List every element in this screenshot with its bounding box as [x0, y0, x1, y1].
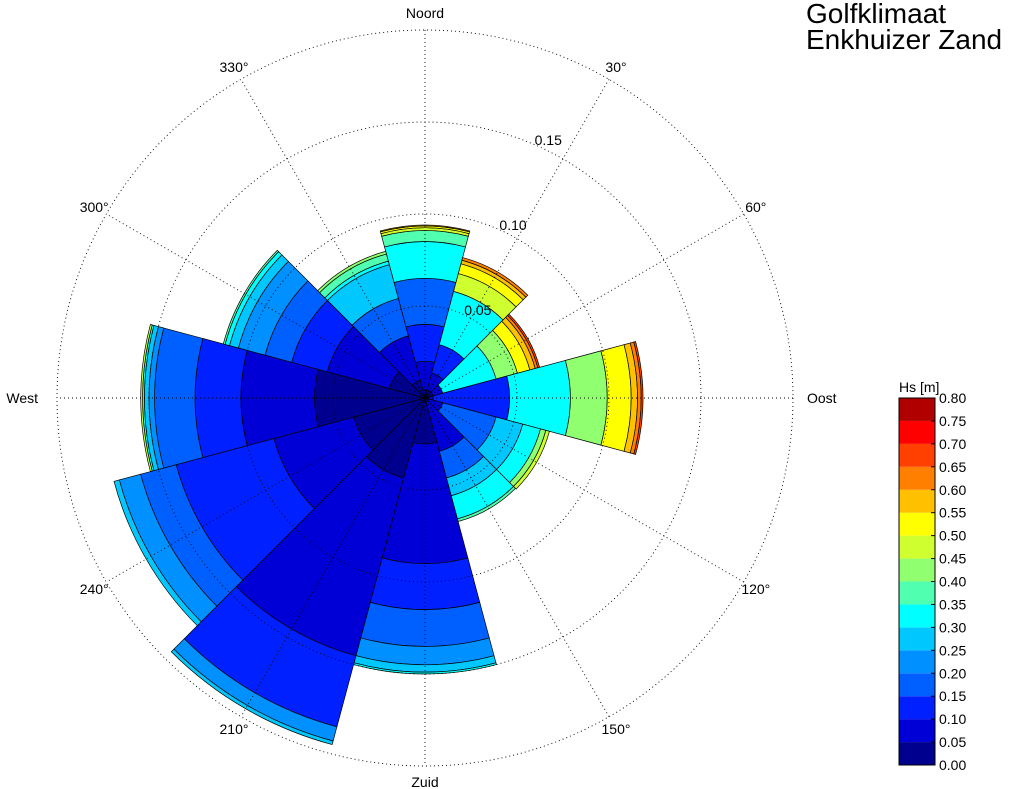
colorbar-tick-label-2: 0.70: [939, 436, 966, 452]
angle-tick-30: 30°: [605, 59, 626, 75]
chart-title-line-1: Golfklimaat: [806, 0, 947, 29]
colorbar-swatch-12: [899, 466, 935, 490]
colorbar-swatch-5: [899, 627, 935, 651]
colorbar-tick-label-4: 0.60: [939, 482, 966, 498]
colorbar-tick-label-15: 0.05: [939, 734, 966, 750]
label-south: Zuid: [411, 774, 438, 789]
sector-30-segment-7: [461, 257, 529, 298]
colorbar-swatch-11: [899, 489, 935, 513]
angle-tick-210: 210°: [220, 721, 249, 737]
colorbar-tick-label-5: 0.55: [939, 505, 966, 521]
sector-270-segment-7: [140, 323, 153, 473]
colorbar-swatch-13: [899, 443, 935, 467]
colorbar-tick-label-12: 0.20: [939, 665, 966, 681]
angle-tick-330: 330°: [220, 59, 249, 75]
label-east: Oost: [807, 390, 837, 406]
colorbar-tick-label-14: 0.10: [939, 711, 966, 727]
colorbar-swatch-10: [899, 512, 935, 536]
sector-0-segment-8: [379, 224, 471, 233]
colorbar-tick-label-3: 0.65: [939, 459, 966, 475]
colorbar-swatch-7: [899, 581, 935, 605]
radial-tick-0: 0.05: [464, 302, 491, 318]
colorbar: Hs [m]0.80 0.75 0.70 0.65 0.60 0.55 0.50 0.45 0.…: [898, 379, 966, 773]
colorbar-label: Hs [m]: [899, 379, 939, 395]
radial-tick-1: 0.10: [499, 217, 526, 233]
radial-tick-2: 0.15: [535, 132, 562, 148]
sector-90-segment-7: [633, 341, 644, 455]
colorbar-tick-label-11: 0.25: [939, 642, 966, 658]
colorbar-tick-label-13: 0.15: [939, 688, 966, 704]
sector-180-segment-2: [369, 557, 481, 610]
colorbar-swatch-0: [899, 742, 935, 765]
sector-330-segment-6: [317, 250, 387, 294]
angle-tick-150: 150°: [602, 721, 631, 737]
colorbar-tick-label-7: 0.45: [939, 551, 966, 567]
colorbar-swatch-4: [899, 650, 935, 674]
colorbar-tick-label-16: 0.00: [939, 757, 966, 773]
angle-tick-300: 300°: [80, 199, 109, 215]
colorbar-tick-label-1: 0.75: [939, 413, 966, 429]
polar-grid: [56, 29, 794, 767]
colorbar-tick-label-0: 0.80: [939, 390, 966, 406]
sector-layer: [113, 224, 644, 746]
colorbar-tick-label-8: 0.40: [939, 574, 966, 590]
polar-labels: Noord Zuid West Oost 30° 60° 120° 150° 210° 240° 3…: [6, 5, 836, 789]
label-west: West: [6, 390, 38, 406]
colorbar-swatch-1: [899, 719, 935, 743]
colorbar-tick-label-6: 0.50: [939, 528, 966, 544]
sector-240-segment-5: [113, 479, 202, 627]
colorbar-swatch-9: [899, 535, 935, 559]
chart-title-line-2: Enkhuizer Zand: [806, 24, 1003, 55]
angle-tick-120: 120°: [741, 581, 770, 597]
sector-210-segment-4: [170, 648, 334, 746]
angle-tick-240: 240°: [80, 581, 109, 597]
colorbar-swatch-8: [899, 558, 935, 582]
colorbar-tick-label-9: 0.35: [939, 596, 966, 612]
colorbar-swatch-3: [899, 673, 935, 697]
colorbar-swatch-6: [899, 604, 935, 628]
colorbar-swatch-15: [899, 398, 935, 421]
angle-tick-60: 60°: [745, 199, 766, 215]
colorbar-tick-label-10: 0.30: [939, 619, 966, 635]
label-north: Noord: [406, 5, 444, 21]
sector-270-segment-2: [194, 338, 248, 458]
sector-300-segment-7: [222, 249, 280, 345]
colorbar-swatch-14: [899, 420, 935, 444]
colorbar-swatch-2: [899, 696, 935, 720]
